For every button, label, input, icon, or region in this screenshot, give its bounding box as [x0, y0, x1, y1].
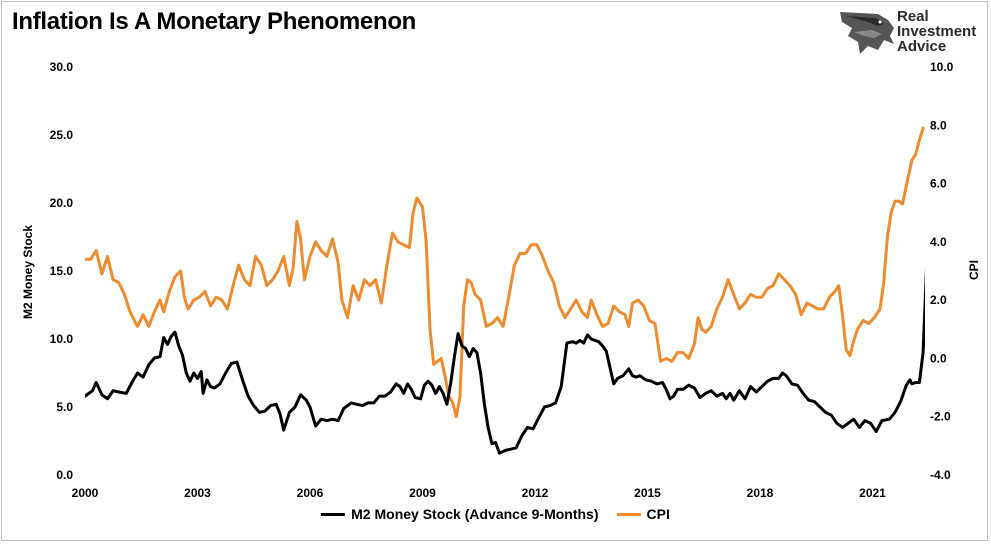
right-axis-title: CPI: [967, 259, 981, 281]
right-axis-tick-label: 6.0: [930, 177, 947, 191]
left-axis-tick-label: 0.0: [56, 468, 73, 482]
left-axis-tick-label: 25.0: [50, 128, 74, 142]
eagle-logo-icon: [840, 12, 894, 54]
left-axis-tick-label: 5.0: [56, 400, 73, 414]
x-axis-tick-label: 2006: [297, 486, 324, 500]
x-axis-tick-label: 2003: [184, 486, 211, 500]
left-axis-title: M2 Money Stock: [21, 224, 35, 320]
x-axis-tick-label: 2012: [522, 486, 549, 500]
legend-label-m2: M2 Money Stock (Advance 9-Months): [351, 506, 599, 522]
left-axis-tick-label: 30.0: [50, 60, 74, 74]
right-axis-tick-label: 2.0: [930, 293, 947, 307]
left-axis-tick-label: 15.0: [50, 264, 74, 278]
series-line-m2: [85, 267, 925, 455]
legend-swatch-cpi: [616, 512, 641, 516]
series-line-cpi: [85, 126, 925, 419]
right-axis-tick-label: -2.0: [930, 410, 951, 424]
right-axis-tick-label: 10.0: [930, 60, 954, 74]
chart-title: Inflation Is A Monetary Phenomenon: [12, 8, 417, 35]
left-axis-tick-label: 10.0: [50, 332, 74, 346]
x-axis-tick-label: 2021: [859, 486, 886, 500]
legend-item-cpi: CPI: [616, 506, 670, 522]
x-axis-tick-label: 2015: [634, 486, 661, 500]
x-axis-tick-label: 2000: [72, 486, 99, 500]
x-axis-tick-label: 2018: [747, 486, 774, 500]
legend-label-cpi: CPI: [646, 506, 670, 522]
logo-line-2: Investment: [897, 23, 977, 40]
chart-legend: M2 Money Stock (Advance 9-Months) CPI: [0, 506, 991, 522]
right-axis-tick-label: 8.0: [930, 118, 947, 132]
right-axis-tick-label: 0.0: [930, 351, 947, 365]
legend-swatch-m2: [321, 512, 346, 516]
logo-wordmark: Real Investment Advice: [897, 9, 976, 54]
logo-line-3: Advice: [897, 38, 947, 55]
x-axis-tick-label: 2009: [409, 486, 436, 500]
right-axis-tick-label: -4.0: [930, 468, 951, 482]
left-axis-tick-label: 20.0: [50, 196, 74, 210]
legend-item-m2: M2 Money Stock (Advance 9-Months): [321, 506, 599, 522]
logo-line-1: Real: [897, 8, 929, 25]
right-axis-tick-label: 4.0: [930, 235, 947, 249]
